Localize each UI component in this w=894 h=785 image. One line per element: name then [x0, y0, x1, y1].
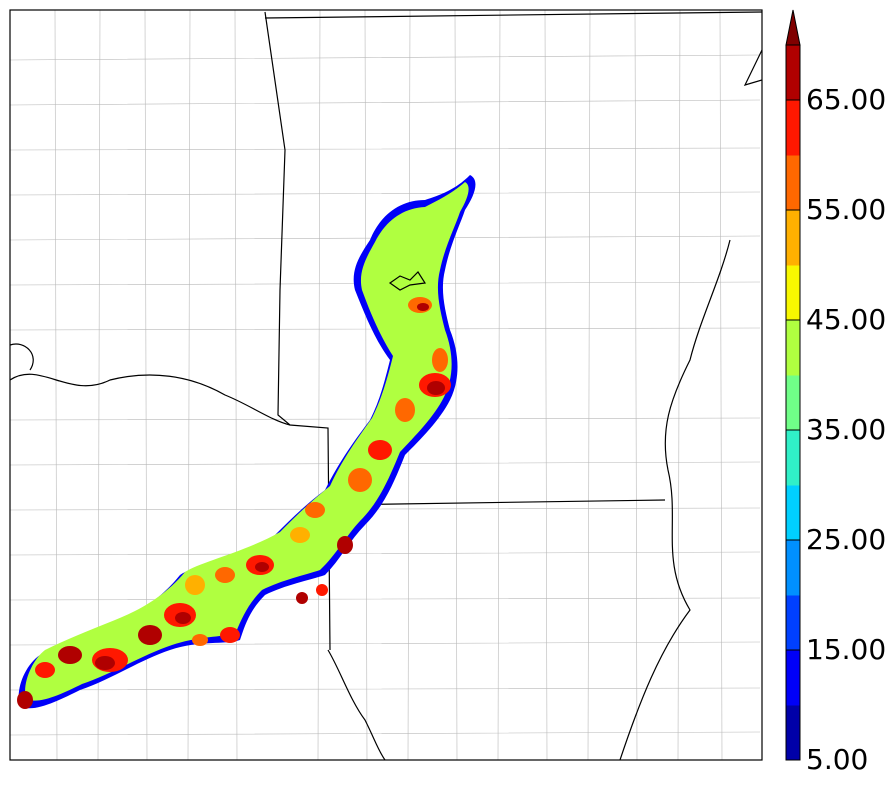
- colorbar-segment: [786, 705, 800, 761]
- state-boundaries: [10, 11, 762, 760]
- colorbar-segment: [786, 320, 800, 376]
- colorbar-extend-arrow: [785, 9, 801, 46]
- data-swath: [17, 175, 476, 709]
- colorbar-segment: [786, 595, 800, 651]
- colorbar-tick-label: 35.00: [806, 413, 887, 446]
- city-outline: [388, 271, 427, 291]
- colorbar-segment: [786, 265, 800, 321]
- colorbar-segment: [786, 155, 800, 211]
- colorbar-tick-label: 45.00: [806, 303, 887, 336]
- colorbar-segment: [786, 45, 800, 101]
- colorbar-segment: [786, 375, 800, 431]
- colorbar-segment: [786, 210, 800, 266]
- colorbar-tick-label: 15.00: [806, 633, 887, 666]
- colorbar-segment: [786, 430, 800, 486]
- colorbar-tick-label: 5.00: [806, 743, 869, 776]
- colorbar-segment: [786, 650, 800, 706]
- colorbar-tick-label: 25.00: [806, 523, 887, 556]
- colorbar-tick-label: 55.00: [806, 193, 887, 226]
- colorbar-tick-label: 65.00: [806, 83, 887, 116]
- colorbar-segment: [786, 485, 800, 541]
- colorbar-segment: [786, 100, 800, 156]
- colorbar: [785, 9, 801, 761]
- swath-cells: [17, 297, 451, 709]
- colorbar-segment: [786, 540, 800, 596]
- map-frame: [9, 9, 763, 761]
